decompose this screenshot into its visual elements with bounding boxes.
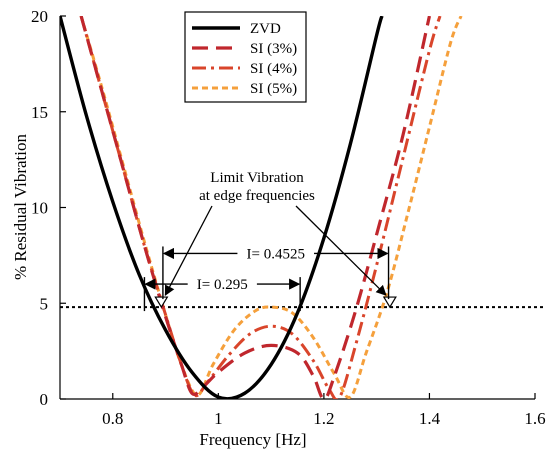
x-axis-title: Frequency [Hz] xyxy=(199,430,306,449)
y-tick-label: 20 xyxy=(31,7,48,26)
edge-frequency-markers xyxy=(154,296,397,309)
limit-annotation-arrow-right xyxy=(295,205,387,296)
series-line-si-3 xyxy=(79,16,432,399)
interval-wide-label-background xyxy=(237,243,315,264)
y-ticks: 0 5 10 15 20 xyxy=(31,7,66,409)
interval-wide-label: I= 0.4525 xyxy=(246,246,304,262)
y-tick-label: 0 xyxy=(40,390,49,409)
edge-frequency-marker xyxy=(382,296,397,309)
x-tick-label: 1 xyxy=(214,409,223,428)
interval-wide: I= 0.4525 xyxy=(162,243,390,300)
x-tick-label: 0.8 xyxy=(102,409,123,428)
edge-frequency-marker xyxy=(154,296,169,309)
interval-narrow: I= 0.295 xyxy=(143,274,301,312)
y-tick-label: 15 xyxy=(31,103,48,122)
limit-annotation-line2: at edge frequencies xyxy=(199,188,315,204)
legend-entries: ZVD SI (3%) SI (4%) SI (5%) xyxy=(192,21,297,97)
legend-label: SI (4%) xyxy=(250,61,297,77)
legend-label: SI (5%) xyxy=(250,81,297,97)
x-tick-label: 1.4 xyxy=(419,409,441,428)
limit-annotation-line1: Limit Vibration xyxy=(210,170,304,186)
x-tick-label: 1.2 xyxy=(313,409,334,428)
legend: ZVD SI (3%) SI (4%) SI (5%) xyxy=(184,11,307,103)
interval-narrow-label-background xyxy=(187,274,257,295)
y-axis-title: % Residual Vibration xyxy=(11,134,30,280)
limit-annotation-arrow-left xyxy=(164,205,213,297)
legend-label: SI (3%) xyxy=(250,41,297,57)
x-tick-label: 1.6 xyxy=(524,409,545,428)
y-tick-label: 5 xyxy=(40,294,49,313)
limit-annotation: Limit Vibration at edge frequencies xyxy=(164,170,387,297)
y-tick-label: 10 xyxy=(31,199,48,218)
interval-narrow-label: I= 0.295 xyxy=(197,277,248,293)
legend-label: ZVD xyxy=(250,21,281,37)
series-line-zvd xyxy=(60,16,384,399)
x-ticks: 0.8 1 1.2 1.4 1.6 xyxy=(102,393,546,428)
